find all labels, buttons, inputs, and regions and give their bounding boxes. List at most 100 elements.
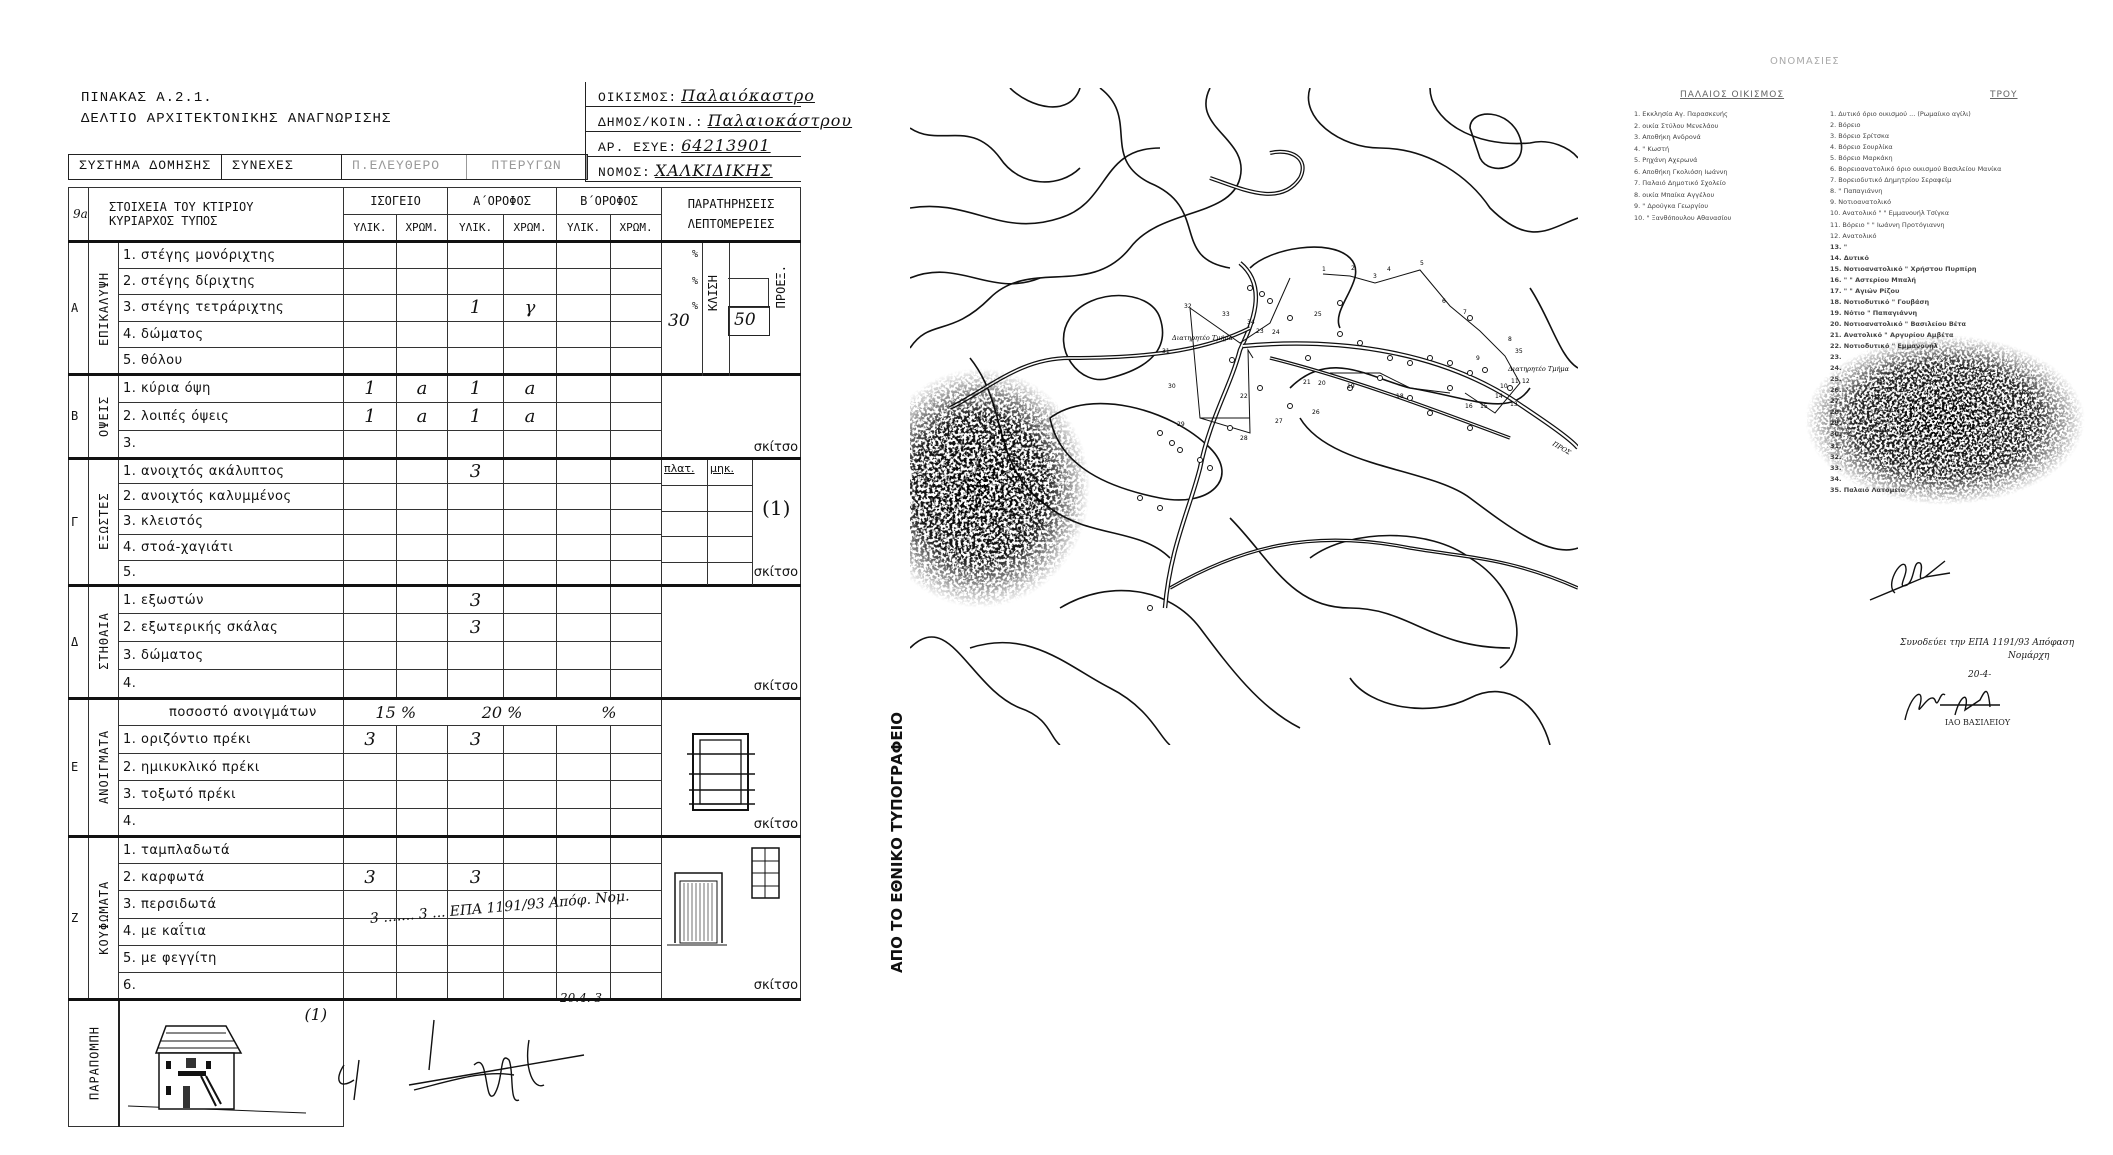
table-row: Ζ ΚΟΥΦΩΜΑΤΑ 1. ταμπλαδωτά σκίτσο <box>68 834 802 1001</box>
value-cell <box>395 641 449 671</box>
contour-line <box>1099 87 1231 269</box>
value-cell <box>395 240 449 269</box>
contour-line <box>1049 402 1223 501</box>
building-marker <box>1377 375 1383 381</box>
value-cell <box>610 294 663 322</box>
value-cell <box>503 972 558 1001</box>
value-cell <box>503 725 558 754</box>
value-cell <box>503 780 558 810</box>
list-item: 8. " Παπαγιάννη <box>1830 187 1883 196</box>
window-sketch <box>687 732 756 811</box>
value-cell <box>395 347 449 375</box>
building-marker <box>1467 370 1473 376</box>
elements-label: ΣΤΟΙΧΕΙΑ ΤΟΥ ΚΤΙΡΙΟΥ <box>109 200 254 214</box>
sketch-label: σκίτσο <box>753 439 799 455</box>
opening-percentage: 15 % <box>343 696 448 727</box>
list-item: 4. " Κωστή <box>1634 144 1670 153</box>
value-cell <box>610 559 663 586</box>
building-marker <box>1227 425 1233 431</box>
names-title: ΟΝΟΜΑΣΙΕΣ <box>1770 56 1840 67</box>
value-cell <box>395 944 449 974</box>
value-cell <box>343 890 397 919</box>
point-number: 20 <box>1318 380 1326 387</box>
item-label: 1. εξωστών <box>118 583 344 615</box>
system-option-free: Π.ΕΛΕΥΘΕΡΟ <box>342 155 468 179</box>
road <box>1209 151 1304 195</box>
boundary-line <box>1330 372 1451 394</box>
reference-sketch-area: (1) <box>120 1001 344 1126</box>
contour-line <box>909 127 1081 183</box>
table-row: 2. ανοιχτός καλυμμένος <box>69 483 801 510</box>
value-cell <box>556 613 612 643</box>
point-number: 14 <box>1495 393 1503 400</box>
subcolumn-header: ΧΡΩΜ. <box>503 214 558 242</box>
table-row: 5. θόλου <box>69 347 801 375</box>
building-marker <box>1229 357 1235 363</box>
table-row: 4. δώματος <box>69 320 801 349</box>
value-cell <box>503 240 558 269</box>
building-marker <box>1447 360 1453 366</box>
list-item: 34. <box>1830 474 1842 483</box>
building-marker <box>1447 385 1453 391</box>
door-window-sketch <box>667 846 780 946</box>
value-cell <box>343 752 397 782</box>
list-item: 6. Βορειοανατολικό όριο οικισμού Βασιλεί… <box>1830 165 2002 174</box>
point-number: 7 <box>1463 309 1467 316</box>
item-label: 2. καρφωτά <box>118 862 344 892</box>
value-cell <box>343 559 397 586</box>
section-letter: Β <box>68 372 89 459</box>
point-number: 21 <box>1303 379 1311 386</box>
table-row: 4. στοά-χαγιάτι <box>69 534 801 561</box>
sketch-label: σκίτσο <box>753 816 799 832</box>
point-number: 28 <box>1240 435 1248 442</box>
percent-mark: % <box>692 301 699 312</box>
signature <box>1869 560 1951 601</box>
system-label: ΣΥΣΤΗΜΑ ΔΟΜΗΣΗΣ <box>69 155 223 179</box>
item-label: ποσοστό ανοιγμάτων <box>118 696 344 727</box>
item-label: 4. <box>118 808 344 837</box>
value-cell <box>503 862 558 892</box>
value-cell <box>556 641 612 671</box>
info-value: 64213901 <box>681 136 771 155</box>
item-label: 2. ανοιχτός καλυμμένος <box>118 483 344 510</box>
system-option-wings: ΠΤΕΡΥΓΩΝ <box>467 155 588 179</box>
section-letter: Α <box>68 240 89 375</box>
value-cell <box>343 294 397 322</box>
construction-system-row: ΣΥΣΤΗΜΑ ΔΟΜΗΣΗΣ ΣΥΝΕΧΕΣ Π.ΕΛΕΥΘΕΡΟ ΠΤΕΡΥ… <box>68 154 589 180</box>
point-number: 33 <box>1222 311 1230 318</box>
value-cell <box>395 972 449 1001</box>
opening-percentage: 20 % <box>447 696 557 727</box>
table-subheader-row: ΥΛΙΚ. ΧΡΩΜ. ΥΛΙΚ. ΧΡΩΜ. ΥΛΙΚ. ΧΡΩΜ. <box>69 214 801 242</box>
table-header-row: 9a ΣΤΟΙΧΕΙΑ ΤΟΥ ΚΤΙΡΙΟΥ ΚΥΡΙΑΡΧΟΣ ΤΥΠΟΣ ΙΣΟ… <box>68 187 802 242</box>
value-cell <box>610 508 663 536</box>
value-cell <box>556 917 612 946</box>
list-item: 17. " " Αγιών Ρίζου <box>1830 286 1900 295</box>
value-cell <box>610 583 663 615</box>
value-cell <box>503 613 558 643</box>
value-cell <box>610 456 663 485</box>
value-cell <box>556 372 612 403</box>
floor-header: Α΄ΟΡΟΦΟΣ <box>447 187 558 215</box>
value-cell <box>503 808 558 837</box>
road <box>1169 539 1579 589</box>
settlement-info-box: ΟΙΚΙΣΜΟΣ: Παλαιόκαστρο ΔΗΜΟΣ/ΚΟΙΝ.: Παλαιοκ… <box>585 82 851 182</box>
item-label: 4. στοά-χαγιάτι <box>118 534 344 561</box>
reference-row: ΠΑΡΑΠΟΜΠΗ (1) <box>68 998 801 1128</box>
value-cell <box>610 483 663 510</box>
table-row: 5. <box>69 559 801 586</box>
value-cell <box>343 834 397 864</box>
boundary-list-title: ΤΡΟΥ <box>1990 90 2018 100</box>
value-cell: 1 <box>343 372 397 403</box>
value-cell <box>395 808 449 837</box>
info-row: ΝΟΜΟΣ: ΧΑΛΚΙΔΙΚΗΣ <box>586 157 801 182</box>
value-cell <box>395 890 449 919</box>
subcolumn-header: ΥΛΙΚ. <box>343 214 397 242</box>
house-sketch <box>127 1025 306 1114</box>
road <box>1242 342 1579 449</box>
value-cell: 1 <box>343 401 397 431</box>
info-label: ΑΡ. ΕΣΥΕ: <box>598 140 678 155</box>
point-number: 11 <box>1511 378 1519 385</box>
elements-header: ΣΤΟΙΧΕΙΑ ΤΟΥ ΚΤΙΡΙΟΥ ΚΥΡΙΑΡΧΟΣ ΤΥΠΟΣ <box>88 187 344 242</box>
value-cell <box>395 725 449 754</box>
